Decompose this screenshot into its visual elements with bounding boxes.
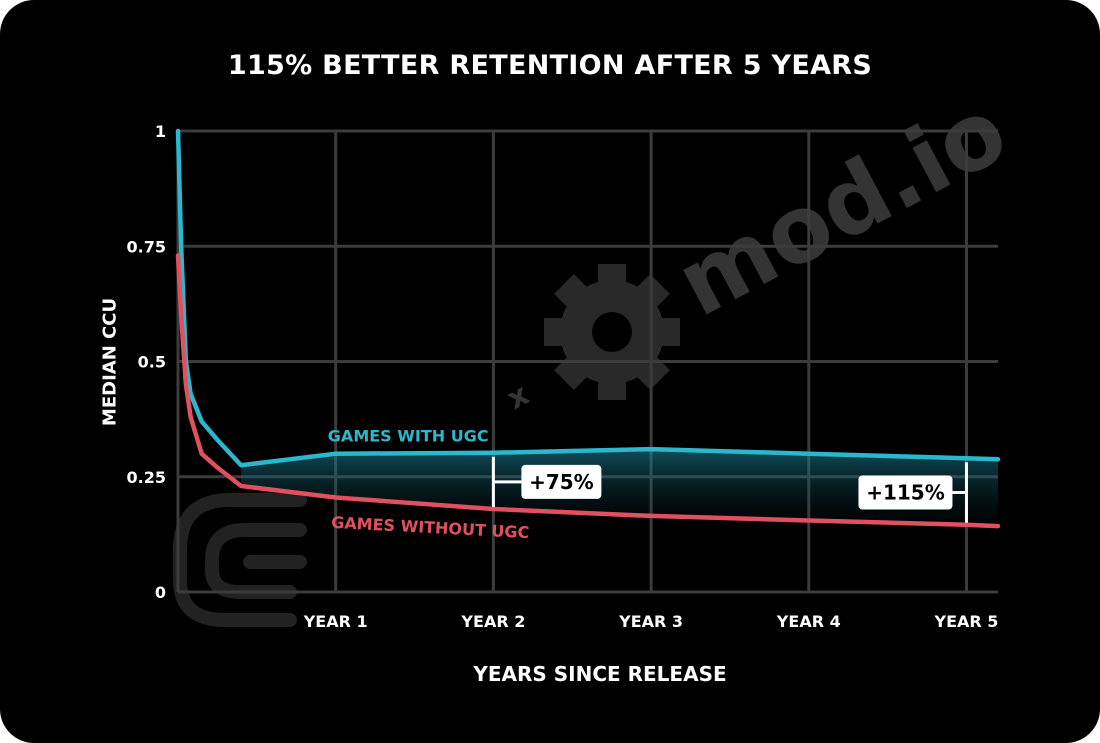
- watermark-brand: mod.io: [660, 76, 1023, 337]
- x-tick-labels: YEAR 1 YEAR 2 YEAR 3 YEAR 4 YEAR 5: [303, 612, 999, 631]
- x-tick-label: YEAR 1: [303, 612, 368, 631]
- y-tick-label: 0.25: [127, 468, 166, 487]
- series-lines: [175, 128, 1001, 529]
- gs-logo-icon: [173, 493, 307, 627]
- series-line-without-ugc: [175, 253, 1001, 529]
- retention-gap-area: [241, 449, 999, 527]
- y-tick-labels: 0 0.25 0.5 0.75 1: [127, 122, 166, 602]
- y-tick-label: 0.5: [138, 353, 166, 372]
- x-tick-label: YEAR 4: [776, 612, 841, 631]
- y-tick-label: 0.75: [127, 237, 166, 256]
- x-tick-label: YEAR 5: [934, 612, 999, 631]
- watermark-layer: mod.io x: [173, 76, 1023, 627]
- annotations: +75% +115%: [491, 456, 968, 523]
- series-label-without-ugc: GAMES WITHOUT UGC: [331, 513, 530, 542]
- annotation-box: [858, 475, 953, 510]
- x-tick-label: YEAR 2: [460, 612, 525, 631]
- annotation-label: +115%: [866, 481, 945, 505]
- x-tick-label: YEAR 3: [618, 612, 683, 631]
- annotation-label: +75%: [529, 470, 594, 494]
- watermark-x: x: [501, 377, 535, 417]
- y-tick-label: 0: [155, 583, 166, 602]
- gear-logo-icon: [544, 264, 680, 400]
- chart-title: 115% BETTER RETENTION AFTER 5 YEARS: [227, 50, 873, 81]
- series-label-with-ugc: GAMES WITH UGC: [328, 427, 489, 446]
- x-axis-label: YEARS SINCE RELEASE: [473, 662, 727, 686]
- y-tick-label: 1: [155, 122, 166, 141]
- annotation-box: [521, 464, 602, 499]
